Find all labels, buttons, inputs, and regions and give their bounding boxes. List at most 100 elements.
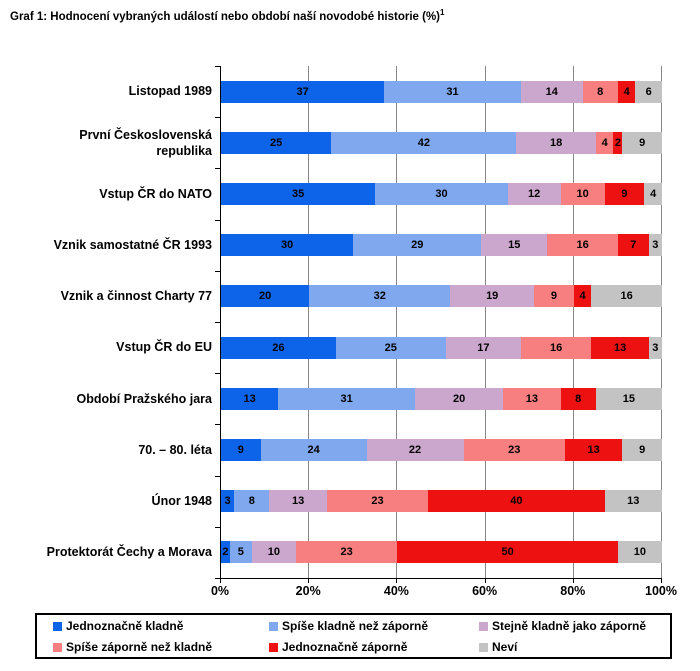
stacked-bar: 3 8 13 23 40 13 (221, 490, 662, 513)
segment-value: 3 (652, 341, 659, 354)
segment-value: 18 (550, 136, 563, 149)
segment-value: 24 (307, 443, 320, 456)
bar-segment: 23 (463, 438, 565, 461)
x-axis-tick (572, 579, 574, 583)
segment-value: 14 (545, 85, 558, 98)
stacked-bar: 2 5 10 23 50 10 (221, 541, 662, 564)
bar-segment: 4 (573, 285, 592, 308)
legend-label: Spíše záporně než kladně (66, 639, 213, 654)
bar-segment: 20 (221, 285, 310, 308)
bar-segment: 8 (560, 387, 596, 410)
bar-segment: 3 (648, 336, 662, 359)
bar-segment: 5 (229, 541, 252, 564)
x-axis-label: 60% (472, 584, 498, 598)
bar-segment: 14 (520, 80, 583, 103)
bar-segment: 4 (595, 131, 614, 154)
stacked-bar: 25 42 18 4 2 9 (221, 131, 662, 154)
segment-value: 26 (272, 341, 285, 354)
bar-segment: 8 (582, 80, 618, 103)
segment-value: 16 (620, 290, 633, 303)
y-axis-tick (215, 373, 220, 375)
segment-value: 4 (601, 136, 608, 149)
legend: Jednoznačně kladně Spíše kladně než zápor… (35, 613, 672, 659)
segment-value: 8 (575, 392, 582, 405)
chart-title-text: Graf 1: Hodnocení vybraných událostí neb… (10, 10, 441, 23)
category-label: Únor 1948 (151, 494, 212, 509)
bar-segment: 19 (450, 285, 535, 308)
bar-segment: 12 (507, 182, 561, 205)
bar-segment: 2 (613, 131, 623, 154)
x-axis-label: 100% (645, 584, 677, 598)
x-axis-label: 80% (560, 584, 586, 598)
segment-value: 32 (373, 290, 386, 303)
segment-value: 20 (453, 392, 466, 405)
segment-value: 6 (645, 85, 652, 98)
segment-value: 19 (486, 290, 499, 303)
bar-segment: 29 (353, 234, 482, 257)
segment-value: 15 (622, 392, 635, 405)
bar-segment: 23 (295, 541, 398, 564)
bar-segment: 18 (516, 131, 596, 154)
bar-segment: 2 (221, 541, 230, 564)
bar-segment: 16 (547, 234, 618, 257)
bar-segment: 30 (221, 234, 354, 257)
legend-swatch (269, 642, 278, 652)
bar-segment: 31 (278, 387, 416, 410)
bar-segment: 9 (622, 438, 662, 461)
bar-segment: 3 (648, 234, 662, 257)
segment-value: 9 (639, 136, 646, 149)
y-axis-tick (215, 168, 220, 170)
plot-area: 37 31 14 8 4 6 25 42 18 4 2 9 35 30 12 10 9 4 30 29 15 16 7 3 20… (220, 66, 662, 579)
segment-value: 4 (579, 290, 586, 303)
bar-segment: 50 (397, 541, 618, 564)
segment-value: 30 (281, 239, 294, 252)
legend-item: Stejně kladně jako záporně (479, 619, 670, 633)
category-label: První Československá republika (79, 127, 212, 158)
segment-value: 13 (613, 341, 627, 354)
legend-item: Spíše záporně než kladně (53, 640, 269, 654)
segment-value: 10 (633, 546, 647, 559)
x-axis-tick (308, 579, 310, 583)
bar-segment: 23 (326, 490, 429, 513)
legend-label: Spíše kladně než záporně (282, 618, 429, 633)
bar-row: 30 29 15 16 7 3 (221, 220, 662, 271)
bar-segment: 8 (234, 490, 270, 513)
bar-row: 26 25 17 16 13 3 (221, 322, 662, 373)
bar-segment: 9 (622, 131, 662, 154)
legend-swatch (53, 621, 62, 631)
bar-segment: 31 (384, 80, 521, 103)
x-axis-label: 40% (383, 584, 409, 598)
legend-swatch (269, 621, 278, 631)
segment-value: 25 (384, 341, 397, 354)
segment-value: 31 (340, 392, 353, 405)
legend-swatch (53, 642, 62, 652)
category-label: Listopad 1989 (128, 84, 212, 99)
segment-value: 20 (258, 290, 272, 303)
y-axis-tick (215, 66, 220, 67)
segment-value: 13 (292, 495, 305, 508)
segment-value: 50 (501, 546, 514, 559)
segment-value: 17 (477, 341, 490, 354)
bar-segment: 3 (221, 490, 235, 513)
stacked-bar: 9 24 22 23 13 9 (221, 438, 662, 461)
bar-segment: 32 (309, 285, 451, 308)
bar-segment: 9 (604, 182, 645, 205)
bar-row: 2 5 10 23 50 10 (221, 527, 662, 578)
legend-swatch (479, 621, 488, 631)
legend-label: Jednoznačně kladně (66, 618, 184, 633)
gridline (308, 66, 310, 578)
y-axis-tick (215, 117, 220, 119)
gridline (572, 66, 574, 578)
legend-item: Jednoznačně záporně (269, 640, 479, 654)
x-axis-tick (396, 579, 398, 583)
bar-segment: 7 (617, 234, 649, 257)
segment-value: 13 (243, 392, 256, 405)
bar-segment: 25 (221, 131, 332, 154)
segment-value: 35 (292, 187, 305, 200)
bar-segment: 40 (428, 490, 605, 513)
segment-value: 23 (508, 443, 521, 456)
segment-value: 37 (296, 85, 309, 98)
x-axis-label: 0% (210, 584, 230, 598)
category-label: Vznik a činnost Charty 77 (60, 289, 212, 304)
stacked-bar: 35 30 12 10 9 4 (221, 182, 662, 205)
